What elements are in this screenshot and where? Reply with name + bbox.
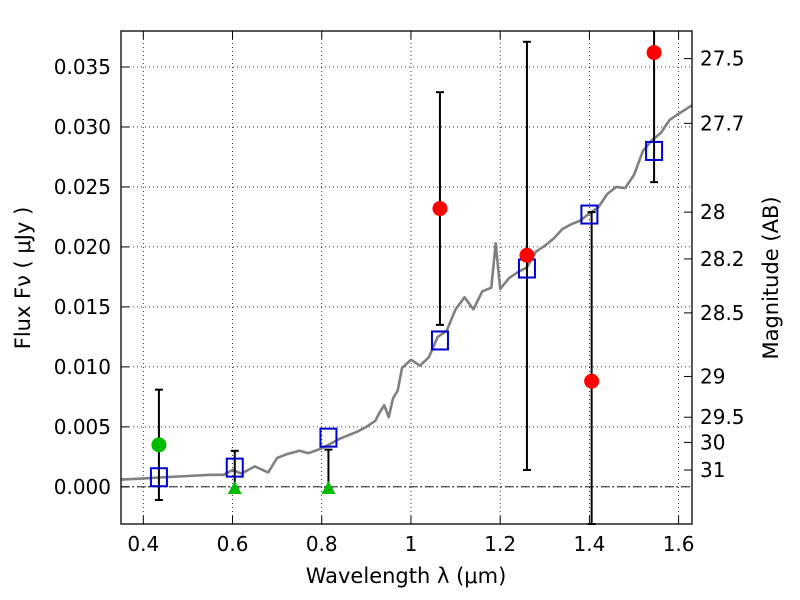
y-axis-label: Flux Fν ( μJy ) — [11, 207, 35, 350]
y-tick-label: 0.015 — [54, 295, 111, 319]
model-square-marker — [645, 140, 664, 161]
x-tick-label: 0.8 — [306, 532, 338, 556]
right-axis-label: Magnitude (AB) — [759, 196, 783, 359]
x-tick-label: 0.4 — [127, 532, 159, 556]
right-tick-label: 29 — [700, 364, 725, 388]
data-markers — [149, 45, 664, 495]
y-tick-label: 0.020 — [54, 235, 111, 259]
right-tick-label: 27.7 — [700, 111, 745, 135]
x-axis-label: Wavelength λ (μm) — [306, 564, 507, 588]
model-square-marker — [149, 467, 168, 488]
x-tick-label: 1.6 — [663, 532, 695, 556]
model-spectrum-line — [121, 104, 692, 481]
right-tick-label: 28 — [700, 200, 725, 224]
series-layer — [121, 104, 692, 481]
observed-circle-marker — [646, 45, 662, 61]
observed-circle-marker — [151, 437, 167, 453]
y-tick-label: 0.030 — [54, 115, 111, 139]
y-tick-label: 0.005 — [54, 415, 111, 439]
model-square-marker — [580, 204, 599, 225]
plot-frame — [120, 30, 693, 525]
right-tick-label: 31 — [700, 458, 725, 482]
right-tick-label: 29.5 — [700, 405, 745, 429]
right-tick-label: 30 — [700, 430, 725, 454]
observed-circle-marker — [584, 373, 600, 389]
model-square-marker — [430, 330, 449, 351]
right-tick-label: 27.5 — [700, 47, 745, 71]
plot-background — [121, 31, 692, 524]
x-tick-label: 1 — [405, 532, 418, 556]
y-tick-label: 0.025 — [54, 175, 111, 199]
y-tick-label: 0.035 — [54, 55, 111, 79]
upper-limit-triangle-marker — [227, 481, 242, 495]
right-tick-label: 28.5 — [700, 301, 745, 325]
y-axis-ticks: 0.000 0.005 0.010 0.015 0.020 0.025 0.030 0.035 — [54, 55, 129, 499]
x-tick-label: 1.2 — [484, 532, 516, 556]
model-square-marker — [319, 427, 338, 448]
x-axis-ticks: 0.4 0.6 0.8 1 1.2 1.4 1.6 — [127, 31, 695, 556]
model-square-marker — [225, 457, 244, 478]
y-tick-label: 0.010 — [54, 355, 111, 379]
x-tick-label: 1.4 — [573, 532, 605, 556]
x-tick-label: 0.6 — [217, 532, 249, 556]
observed-circle-marker — [519, 247, 535, 263]
right-axis-ticks: 27.5 27.7 28 28.2 28.5 29 29.530 31 — [684, 47, 745, 482]
right-tick-label: 28.2 — [700, 247, 745, 271]
y-tick-label: 0.000 — [54, 475, 111, 499]
observed-circle-marker — [432, 201, 448, 217]
upper-limit-triangle-marker — [321, 481, 336, 495]
